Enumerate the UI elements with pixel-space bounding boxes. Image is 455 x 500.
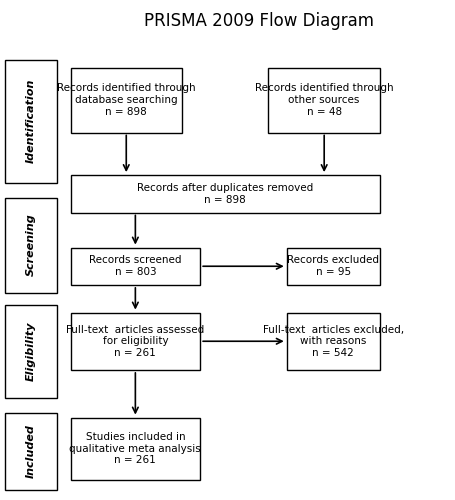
Text: Eligibility: Eligibility: [26, 322, 35, 381]
FancyBboxPatch shape: [268, 68, 380, 132]
Text: Records identified through
other sources
n = 48: Records identified through other sources…: [255, 84, 394, 116]
Text: PRISMA 2009 Flow Diagram: PRISMA 2009 Flow Diagram: [144, 12, 374, 30]
FancyBboxPatch shape: [71, 68, 182, 132]
Text: Records screened
n = 803: Records screened n = 803: [89, 256, 182, 277]
FancyBboxPatch shape: [5, 60, 57, 182]
FancyBboxPatch shape: [5, 198, 57, 292]
Text: Full-text  articles excluded,
with reasons
n = 542: Full-text articles excluded, with reason…: [263, 324, 404, 358]
Text: Studies included in
qualitative meta analysis
n = 261: Studies included in qualitative meta ana…: [70, 432, 201, 466]
FancyBboxPatch shape: [287, 312, 380, 370]
FancyBboxPatch shape: [71, 312, 200, 370]
FancyBboxPatch shape: [5, 305, 57, 398]
Text: Identification: Identification: [26, 79, 35, 164]
Text: Screening: Screening: [26, 214, 35, 276]
Text: Records excluded
n = 95: Records excluded n = 95: [287, 256, 379, 277]
FancyBboxPatch shape: [71, 175, 380, 212]
FancyBboxPatch shape: [5, 412, 57, 490]
FancyBboxPatch shape: [71, 418, 200, 480]
Text: Records after duplicates removed
n = 898: Records after duplicates removed n = 898: [137, 183, 313, 204]
Text: Records identified through
database searching
n = 898: Records identified through database sear…: [57, 84, 196, 116]
Text: Full-text  articles assessed
for eligibility
n = 261: Full-text articles assessed for eligibil…: [66, 324, 204, 358]
Text: Included: Included: [26, 424, 35, 478]
FancyBboxPatch shape: [287, 248, 380, 285]
FancyBboxPatch shape: [71, 248, 200, 285]
